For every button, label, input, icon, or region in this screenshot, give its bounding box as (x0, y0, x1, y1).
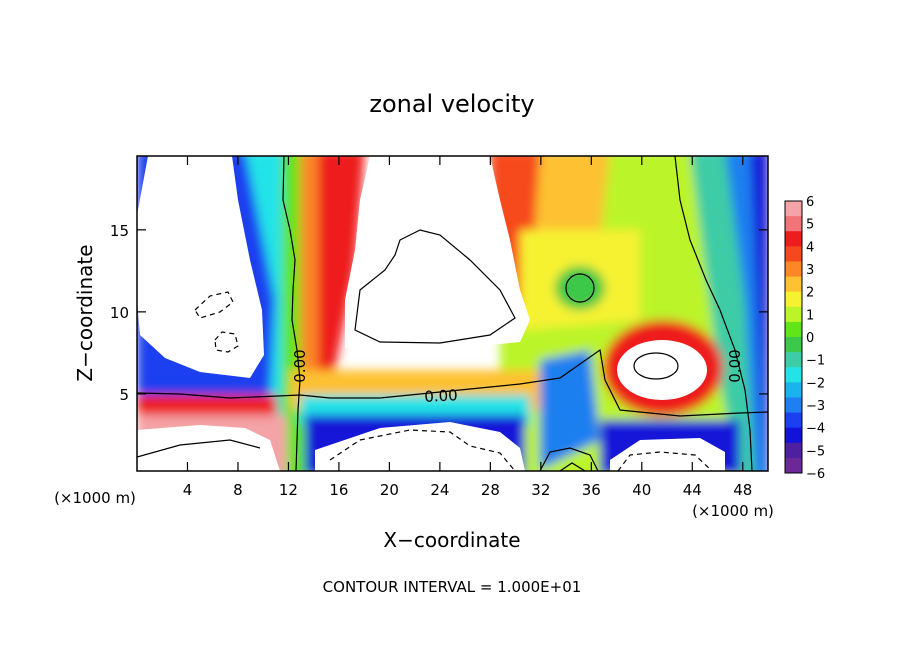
colorbar-swatch (785, 246, 802, 262)
white-region-bottom-center (315, 422, 525, 471)
x-tick-label: 20 (380, 481, 399, 499)
x-tick-label: 4 (183, 481, 193, 499)
y-tick-label: 10 (110, 304, 129, 322)
fill-band (318, 156, 365, 370)
contour-line (539, 447, 599, 471)
x-tick-label: 8 (233, 481, 243, 499)
contour-label: 0.00 (291, 349, 309, 382)
colorbar-swatch (785, 352, 802, 368)
plot-area (137, 156, 768, 471)
contour-line (565, 273, 595, 303)
contour-line-dashed (329, 429, 516, 471)
contour-line (354, 229, 516, 344)
colorbar-frame (784, 200, 803, 474)
contours (137, 156, 768, 471)
colorbar-tick-label: −1 (806, 354, 825, 369)
white-region-right (617, 340, 707, 400)
colorbar-swatch (785, 442, 802, 459)
saturated-regions (137, 156, 725, 471)
x-unit-label-left: (×1000 m) (54, 489, 136, 507)
colorbar-tick-label: −3 (806, 399, 825, 414)
white-region-bottom-left (137, 425, 280, 471)
white-region-center (345, 156, 530, 352)
colorbar-swatch (785, 216, 802, 232)
chart-title: zonal velocity (369, 90, 534, 118)
white-region-left (137, 156, 264, 378)
contour-line (559, 462, 586, 471)
fill-band (540, 350, 600, 470)
contour-line (633, 352, 679, 380)
contour-label: 0.00 (424, 386, 458, 406)
x-tick-label: 40 (632, 481, 651, 499)
colorbar-swatch (785, 306, 802, 323)
colorbar-swatch (785, 231, 802, 247)
x-tick-label: 44 (683, 481, 702, 499)
fill-band (750, 156, 768, 471)
colorbar-tick-label: 5 (806, 218, 814, 233)
colorbar-swatch (785, 367, 802, 383)
colorbar-tick-label: −4 (806, 422, 825, 437)
colorbar-swatch (785, 412, 802, 429)
colorbar-tick-label: −6 (806, 467, 825, 482)
colorbar-tick-label: 2 (806, 286, 814, 301)
colorbar-tick-label: 4 (806, 240, 814, 255)
fill-band (555, 266, 605, 310)
y-axis-title: Z−coordinate (73, 244, 97, 381)
contour-line-dashed (617, 451, 713, 471)
white-region-bottom-right (610, 438, 725, 471)
x-tick-label: 16 (329, 481, 348, 499)
contour-line (137, 439, 261, 458)
colorbar-swatch (785, 457, 802, 474)
x-tick-label: 24 (430, 481, 449, 499)
contour-line-dashed (214, 331, 239, 353)
contour-line (282, 156, 301, 471)
colorbar-swatch (785, 337, 802, 353)
colorbar-tick-label: 0 (806, 331, 814, 346)
colorbar-tick-label: 6 (806, 195, 814, 210)
x-unit-label-right: (×1000 m) (692, 502, 774, 520)
plot-frame (136, 155, 769, 472)
y-tick-label: 5 (119, 386, 129, 404)
x-tick-label: 28 (481, 481, 500, 499)
colorbar-swatch (785, 276, 802, 293)
colorbar-swatch (785, 201, 802, 217)
colorbar-tick-label: −5 (806, 444, 825, 459)
x-tick-label: 36 (582, 481, 601, 499)
colorbar-swatch (785, 291, 802, 308)
colorbar: 6 5 4 3 2 1 0 −1 −2 −3 −4 −5 −6 (784, 195, 825, 482)
colorbar-swatch (785, 321, 802, 338)
x-axis-title: X−coordinate (383, 528, 520, 552)
colorbar-tick-label: −2 (806, 376, 825, 391)
y-tick-label: 15 (110, 222, 129, 240)
colorbar-tick-label: 1 (806, 308, 814, 323)
colorbar-swatch (785, 397, 802, 414)
x-tick-label: 12 (279, 481, 298, 499)
contour-line-dashed (194, 291, 234, 319)
contour-label: 0.00 (726, 349, 744, 382)
colorbar-tick-label: 3 (806, 263, 814, 278)
x-tick-label: 48 (733, 481, 752, 499)
colorbar-swatch (785, 382, 802, 398)
contour-line (674, 156, 753, 471)
colorbar-swatch (785, 261, 802, 278)
contour-interval-note: CONTOUR INTERVAL = 1.000E+01 (323, 578, 582, 596)
colorbar-swatch (785, 427, 802, 444)
x-tick-label: 32 (531, 481, 550, 499)
contour-line (137, 348, 768, 417)
